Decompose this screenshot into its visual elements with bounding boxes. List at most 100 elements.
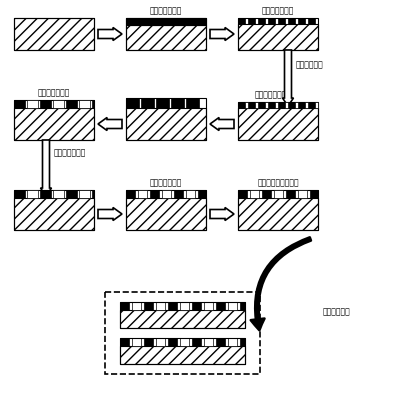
Bar — [180, 338, 189, 346]
FancyArrow shape — [210, 117, 234, 130]
Bar — [192, 338, 201, 346]
Bar — [14, 18, 94, 50]
Bar — [258, 18, 265, 24]
Bar — [79, 100, 90, 108]
Bar — [156, 302, 165, 310]
Bar — [14, 18, 94, 50]
Text: 划沟槽平化．: 划沟槽平化． — [296, 60, 324, 69]
Bar — [305, 102, 308, 108]
Bar — [186, 98, 199, 108]
Bar — [298, 18, 305, 24]
Bar — [262, 190, 271, 198]
Bar — [240, 302, 245, 310]
Bar — [240, 338, 245, 346]
Bar — [204, 302, 213, 310]
Bar — [288, 102, 295, 108]
FancyArrow shape — [98, 117, 122, 130]
Bar — [162, 190, 171, 198]
Bar — [310, 190, 318, 198]
Bar — [168, 302, 177, 310]
Bar — [186, 190, 195, 198]
Bar — [238, 108, 318, 140]
Bar — [138, 190, 147, 198]
Bar — [141, 98, 154, 108]
Bar — [126, 25, 206, 50]
Bar — [120, 338, 129, 346]
Bar — [315, 102, 318, 108]
Bar — [268, 102, 275, 108]
Bar — [66, 190, 77, 198]
Bar — [132, 338, 141, 346]
Bar — [180, 302, 189, 310]
Bar — [286, 190, 295, 198]
Bar — [126, 190, 206, 230]
Bar — [14, 108, 94, 140]
Bar — [27, 100, 38, 108]
Bar — [126, 190, 135, 198]
Bar — [40, 190, 51, 198]
Bar — [174, 190, 183, 198]
Bar — [120, 310, 245, 328]
Bar — [14, 100, 94, 140]
Bar — [238, 18, 245, 24]
Bar — [120, 346, 245, 364]
Bar — [14, 198, 94, 230]
Text: 二氧化馅破膜．: 二氧化馅破膜． — [54, 148, 87, 157]
Bar — [126, 98, 139, 108]
Bar — [298, 102, 305, 108]
Bar — [144, 302, 153, 310]
Bar — [238, 102, 318, 140]
FancyArrowPatch shape — [251, 237, 311, 330]
Bar — [248, 102, 255, 108]
Bar — [285, 102, 288, 108]
FancyArrow shape — [210, 207, 234, 220]
Bar — [198, 190, 206, 198]
Bar — [171, 98, 184, 108]
Bar — [250, 190, 259, 198]
FancyArrow shape — [98, 207, 122, 220]
Bar — [238, 102, 245, 108]
Bar — [265, 102, 268, 108]
Bar — [274, 190, 283, 198]
Bar — [255, 102, 258, 108]
Bar — [120, 302, 129, 310]
Text: 高介电材料展光．: 高介电材料展光． — [255, 90, 291, 99]
Bar — [216, 302, 225, 310]
Text: 二氧化馅对化．: 二氧化馅对化． — [150, 178, 182, 187]
Bar — [120, 302, 245, 328]
FancyArrow shape — [98, 28, 122, 41]
Text: 三维激射激．: 三维激射激． — [323, 307, 351, 316]
Bar — [92, 190, 94, 198]
Bar — [120, 338, 245, 364]
Bar — [126, 108, 206, 140]
Bar — [156, 98, 169, 108]
Bar — [204, 338, 213, 346]
Text: 化学机械抛光．: 化学机械抛光． — [38, 88, 70, 97]
Bar — [150, 190, 159, 198]
Bar — [126, 18, 206, 50]
Bar — [53, 190, 64, 198]
Bar — [126, 18, 206, 25]
Bar — [79, 190, 90, 198]
FancyArrow shape — [283, 50, 294, 106]
Bar — [126, 198, 206, 230]
Bar — [275, 102, 278, 108]
Bar — [66, 100, 77, 108]
Bar — [295, 102, 298, 108]
Bar — [27, 190, 38, 198]
Bar — [308, 18, 315, 24]
Bar — [238, 190, 318, 230]
FancyArrow shape — [210, 28, 234, 41]
Bar — [192, 302, 201, 310]
Bar — [53, 100, 64, 108]
Text: 石墨烯位金属破膜．: 石墨烯位金属破膜． — [257, 178, 299, 187]
Bar — [144, 338, 153, 346]
Bar — [216, 338, 225, 346]
Bar — [14, 190, 25, 198]
Bar — [126, 98, 206, 140]
Bar — [288, 18, 295, 24]
Bar — [238, 190, 247, 198]
Bar — [248, 18, 255, 24]
Bar — [228, 338, 237, 346]
Bar — [14, 100, 25, 108]
